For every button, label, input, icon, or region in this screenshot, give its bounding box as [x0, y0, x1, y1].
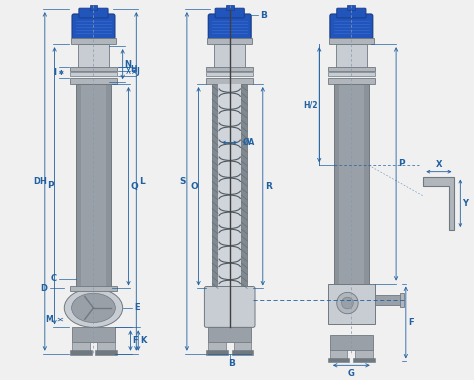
Bar [214, 44, 245, 68]
Bar [70, 66, 117, 71]
Bar [330, 350, 347, 361]
Bar [328, 66, 374, 71]
Text: DH: DH [33, 177, 47, 186]
Bar [328, 73, 374, 76]
Text: D: D [41, 284, 48, 293]
Bar [72, 342, 90, 354]
Bar [206, 66, 253, 71]
Ellipse shape [64, 288, 123, 327]
Bar [76, 84, 81, 288]
FancyBboxPatch shape [215, 8, 244, 18]
Bar [347, 5, 355, 10]
Text: R: R [265, 182, 272, 191]
Bar [364, 84, 369, 288]
Bar [207, 38, 252, 44]
Bar [234, 342, 251, 354]
Bar [95, 350, 117, 355]
Text: L: L [139, 177, 145, 186]
Text: H: H [130, 65, 137, 73]
Text: G: G [348, 369, 355, 378]
Bar [400, 293, 404, 307]
Bar [334, 84, 369, 288]
Text: P: P [47, 181, 54, 190]
Bar [353, 358, 374, 363]
Text: K: K [140, 336, 146, 345]
Bar [76, 84, 111, 288]
Bar [241, 84, 247, 288]
Ellipse shape [72, 293, 115, 323]
FancyBboxPatch shape [330, 14, 373, 40]
Text: O: O [191, 182, 199, 191]
Bar [90, 5, 97, 10]
Bar [106, 84, 111, 288]
Text: B: B [228, 359, 235, 369]
FancyBboxPatch shape [204, 287, 255, 327]
Bar [330, 335, 373, 350]
Bar [78, 44, 109, 68]
Circle shape [337, 292, 358, 314]
Bar [208, 327, 251, 342]
Bar [72, 327, 115, 342]
Polygon shape [423, 177, 455, 230]
Bar [71, 38, 116, 44]
Bar [70, 287, 117, 291]
Text: C: C [50, 274, 56, 283]
FancyBboxPatch shape [208, 14, 251, 40]
Bar [70, 350, 91, 355]
Text: J: J [137, 67, 139, 76]
Bar [70, 73, 117, 76]
Text: M: M [45, 315, 53, 324]
Bar [208, 342, 226, 354]
Bar [97, 342, 115, 354]
Bar [226, 5, 234, 10]
Bar [218, 84, 241, 288]
Bar [212, 84, 218, 288]
Text: S: S [179, 177, 186, 186]
Bar [206, 73, 253, 76]
Text: B: B [260, 11, 267, 19]
FancyBboxPatch shape [79, 8, 108, 18]
Bar [328, 283, 374, 325]
Text: X: X [436, 160, 442, 169]
Bar [206, 350, 228, 355]
Bar [328, 78, 374, 84]
Text: F: F [132, 336, 138, 345]
FancyBboxPatch shape [337, 8, 366, 18]
FancyBboxPatch shape [72, 14, 115, 40]
Text: N: N [125, 60, 132, 69]
Text: I: I [54, 68, 56, 77]
Bar [355, 350, 373, 361]
Bar [334, 84, 339, 288]
Bar [374, 295, 402, 305]
Text: P: P [398, 159, 405, 168]
Text: Q: Q [130, 182, 138, 191]
Bar [70, 78, 117, 84]
Text: E: E [134, 303, 140, 312]
Text: Y: Y [462, 199, 468, 208]
Text: F: F [408, 318, 413, 327]
Text: H/2: H/2 [303, 100, 317, 109]
Bar [328, 358, 349, 363]
Bar [206, 78, 253, 84]
Circle shape [342, 297, 353, 309]
Text: ØA: ØA [242, 138, 255, 147]
Bar [232, 350, 253, 355]
Bar [329, 38, 374, 44]
Bar [336, 44, 367, 68]
